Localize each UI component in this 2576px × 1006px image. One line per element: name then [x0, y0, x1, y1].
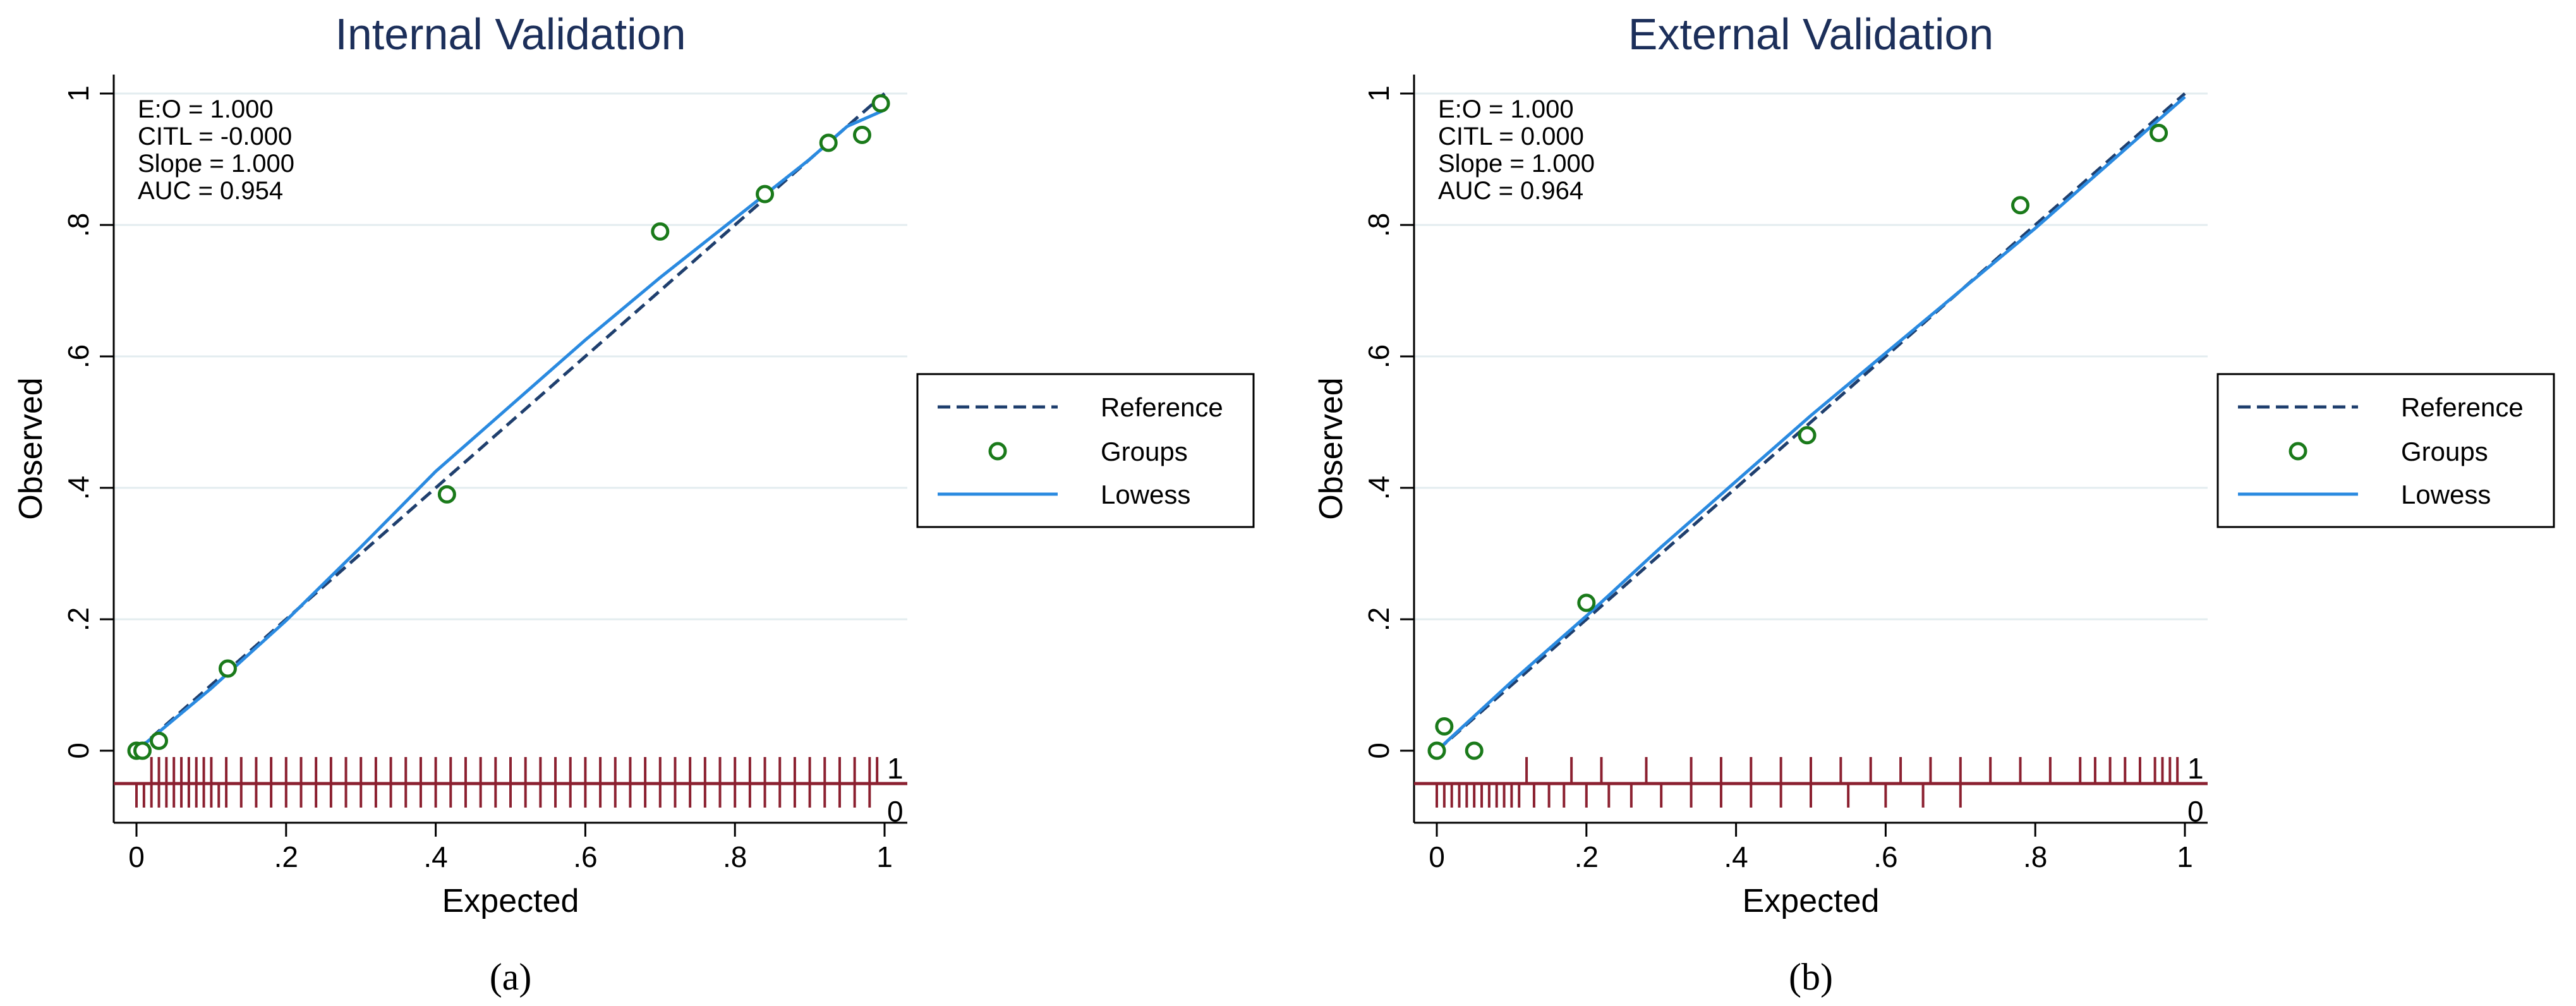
group-point [2150, 123, 2168, 142]
x-tick-label-4: .8 [723, 840, 747, 873]
rug-label-1: 1 [887, 752, 904, 785]
x-tick-label-0: 0 [1429, 840, 1445, 873]
group-point [1577, 593, 1596, 612]
x-tick-label-4: .8 [2023, 840, 2047, 873]
y-tick-label-5: 1 [62, 85, 95, 102]
group-point [1427, 741, 1446, 760]
reference-line [1436, 92, 2186, 752]
y-tick-label-4: .8 [62, 213, 95, 237]
x-tick-label-0: 0 [128, 840, 145, 873]
group-point [819, 133, 838, 152]
legend-swatch-groups [988, 442, 1007, 461]
group-point [218, 659, 237, 678]
stat-line-1: CITL = -0.000 [138, 123, 292, 150]
legend-box [2216, 373, 2555, 528]
stat-line-1: CITL = 0.000 [1438, 123, 1584, 150]
legend-label-lowess: Lowess [1101, 480, 1190, 509]
legend-label-reference: Reference [1101, 392, 1223, 422]
y-tick-label-3: .6 [1362, 344, 1395, 368]
x-tick-label-3: .6 [573, 840, 597, 873]
legend-label-reference: Reference [2401, 392, 2524, 422]
y-tick-label-2: .4 [1362, 476, 1395, 500]
y-tick-label-0: 0 [1362, 742, 1395, 759]
chart-title: Internal Validation [335, 9, 686, 59]
panel-b: 0 .2 .4 .6 .8 1 0 .2 .4 .6 .8 1 Expected Observed Exte… [1313, 9, 2555, 998]
panel-caption: (a) [490, 956, 532, 998]
x-axis-title: Expected [442, 883, 579, 919]
group-point [1435, 717, 1454, 736]
group-point [871, 94, 890, 113]
y-tick-label-4: .8 [1362, 213, 1395, 237]
x-tick-label-2: .4 [1724, 840, 1748, 873]
chart-title: External Validation [1628, 9, 1994, 59]
legend: Reference Groups Lowess [2216, 373, 2555, 528]
stat-line-3: AUC = 0.964 [1438, 177, 1583, 205]
group-point [756, 185, 775, 203]
stat-line-0: E:O = 1.000 [1438, 95, 1574, 123]
group-point [150, 731, 169, 750]
group-point [437, 485, 456, 504]
x-tick-label-5: 1 [2177, 840, 2193, 873]
stat-line-0: E:O = 1.000 [138, 95, 274, 123]
y-tick-label-0: 0 [62, 742, 95, 759]
x-tick-label-2: .4 [423, 840, 447, 873]
stat-line-3: AUC = 0.954 [138, 177, 283, 205]
panel-a: 0 .2 .4 .6 .8 1 0 .2 .4 .6 .8 1 Expected Observed Inte… [13, 9, 1255, 998]
x-tick-label-1: .2 [274, 840, 298, 873]
rug-outcome-0 [1436, 784, 1962, 808]
rug-outcome-1 [150, 757, 879, 784]
rug-label-0: 0 [887, 795, 904, 828]
rug-label-1: 1 [2187, 752, 2204, 785]
legend: Reference Groups Lowess [916, 373, 1255, 528]
stat-line-2: Slope = 1.000 [1438, 150, 1595, 178]
groups-markers [1427, 123, 2168, 760]
legend-label-groups: Groups [2401, 437, 2488, 466]
y-axis-title: Observed [13, 377, 49, 519]
y-axis-title: Observed [1313, 377, 1350, 519]
group-point [852, 126, 871, 145]
groups-markers [127, 94, 890, 760]
x-tick-label-3: .6 [1873, 840, 1897, 873]
y-tick-label-5: 1 [1362, 85, 1395, 102]
x-tick-label-5: 1 [876, 840, 893, 873]
group-point [133, 741, 152, 760]
rug-outcome-0 [135, 784, 871, 808]
x-axis-title: Expected [1743, 883, 1880, 919]
y-tick-label-1: .2 [62, 607, 95, 631]
group-point [1798, 426, 1817, 445]
group-point [2011, 196, 2030, 215]
rug-label-0: 0 [2187, 795, 2204, 828]
y-tick-label-2: .4 [62, 476, 95, 500]
legend-swatch-groups [2289, 442, 2307, 461]
lowess-line [1436, 95, 2186, 752]
y-tick-label-3: .6 [62, 344, 95, 368]
legend-label-groups: Groups [1101, 437, 1188, 466]
legend-box [916, 373, 1255, 528]
rug-outcome-1 [1525, 757, 2179, 784]
group-point [1465, 741, 1484, 760]
legend-label-lowess: Lowess [2401, 480, 2491, 509]
group-point [651, 222, 670, 241]
panel-caption: (b) [1789, 956, 1833, 998]
reference-line [135, 92, 886, 752]
y-tick-label-1: .2 [1362, 607, 1395, 631]
lowess-line [135, 108, 886, 752]
x-tick-label-1: .2 [1575, 840, 1599, 873]
stat-line-2: Slope = 1.000 [138, 150, 294, 178]
